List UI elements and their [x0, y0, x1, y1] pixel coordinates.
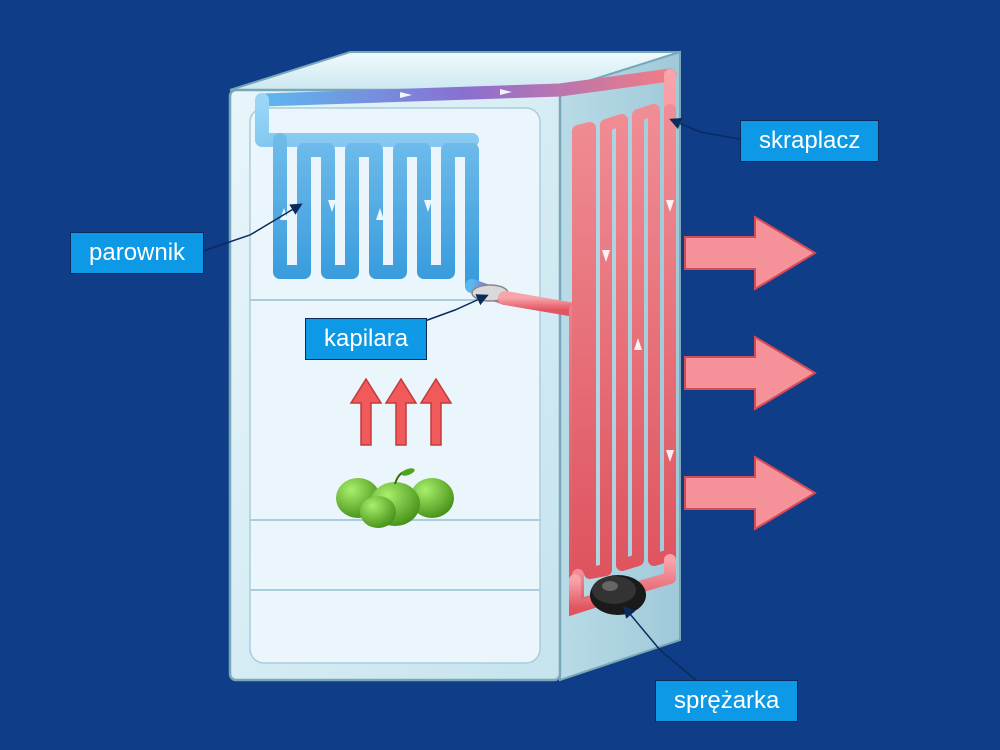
label-sprezarka: sprężarka — [655, 680, 798, 722]
condenser-coil — [575, 75, 674, 580]
label-text: skraplacz — [759, 127, 860, 154]
heat-up-arrows — [351, 379, 451, 445]
compressor — [590, 575, 646, 615]
label-text: kapilara — [324, 325, 408, 352]
label-text: sprężarka — [674, 687, 779, 714]
label-kapilara: kapilara — [305, 318, 427, 360]
label-text: parownik — [89, 239, 185, 266]
label-parownik: parownik — [70, 232, 204, 274]
label-skraplacz: skraplacz — [740, 120, 879, 162]
heat-out-arrows — [685, 217, 815, 529]
fridge-diagram — [0, 0, 1000, 750]
